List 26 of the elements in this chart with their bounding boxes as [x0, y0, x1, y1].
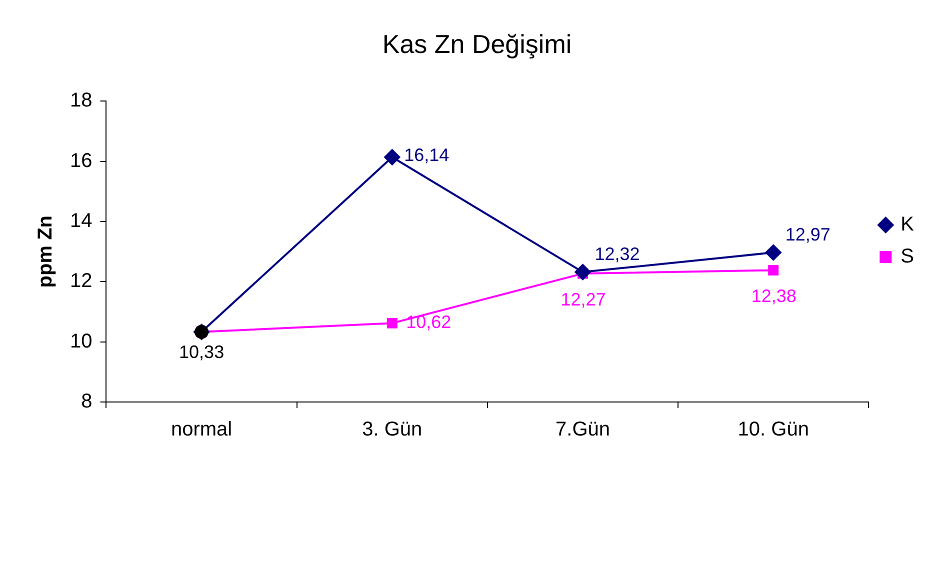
- y-tick-label: 16: [70, 150, 92, 172]
- y-tick-label: 8: [81, 390, 92, 413]
- x-tick-label: normal: [170, 418, 232, 441]
- y-tick-label: 18: [70, 90, 92, 112]
- y-axis-title: ppm Zn: [34, 215, 57, 288]
- point: [384, 149, 400, 166]
- x-tick-label: 7.Gün: [556, 418, 610, 441]
- point: [765, 244, 782, 261]
- chart-title: Kas Zn Değişimi: [382, 28, 572, 59]
- data-label: 16,14: [404, 145, 450, 166]
- y-tick-label: 10: [70, 330, 92, 352]
- data-label: 12,97: [785, 224, 830, 244]
- y-tick-label: 12: [70, 270, 92, 292]
- x-tick-label: 10. Gün: [738, 418, 809, 441]
- point: [386, 318, 398, 328]
- data-label: 12,32: [594, 244, 640, 264]
- y-tick-label: 14: [70, 210, 92, 232]
- data-label: 10,33: [179, 342, 224, 362]
- x-tick-label: 3. Gün: [362, 418, 422, 441]
- data-label: 10,62: [406, 312, 452, 332]
- data-label: 12,27: [560, 290, 606, 310]
- point: [768, 265, 779, 276]
- legend-label: S: [900, 246, 914, 268]
- point: [574, 264, 591, 280]
- legend-label: K: [900, 214, 915, 236]
- data-label: 12,38: [751, 286, 796, 306]
